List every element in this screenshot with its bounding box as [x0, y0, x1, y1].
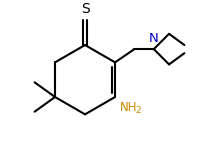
Text: NH: NH — [120, 101, 137, 114]
Text: N: N — [149, 32, 159, 45]
Text: S: S — [81, 2, 89, 16]
Text: 2: 2 — [135, 106, 141, 115]
